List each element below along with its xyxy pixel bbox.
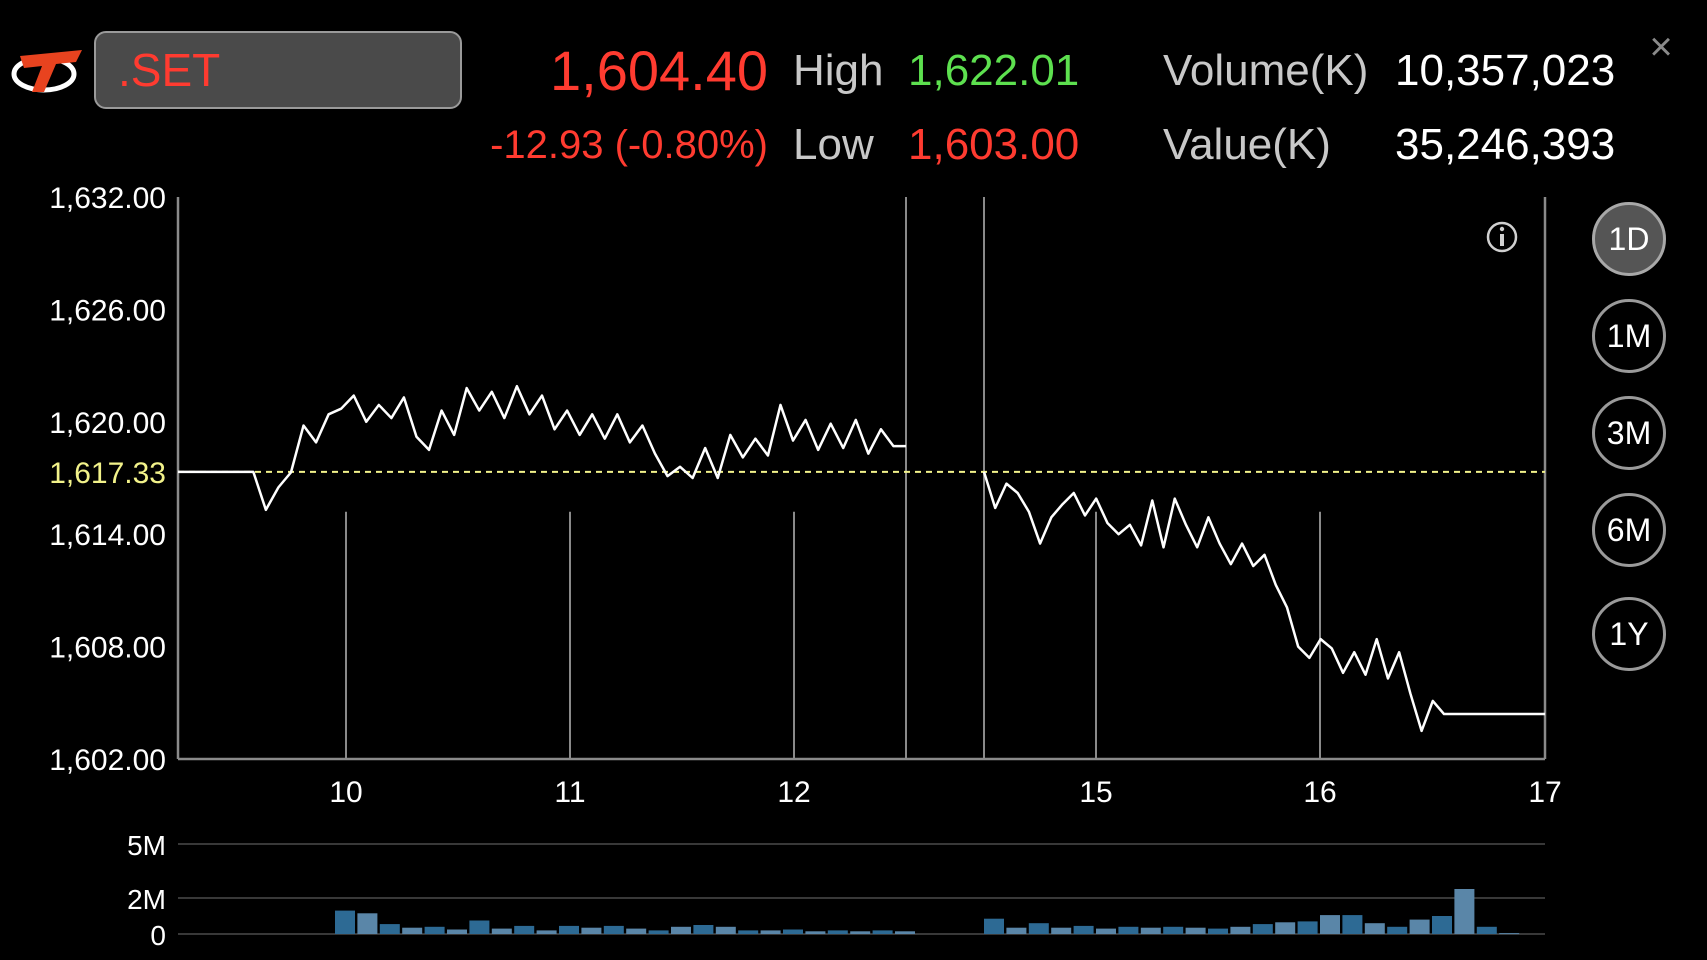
price-change: -12.93 (-0.80%) xyxy=(490,123,768,167)
value-value: 35,246,393 xyxy=(1395,120,1616,169)
price-chart-y-axis: 1,632.00 1,626.00 1,620.00 1,614.00 1,608.00… xyxy=(49,182,166,777)
volume-bar xyxy=(827,930,848,934)
y-tick-label: 1,614.00 xyxy=(49,519,166,552)
volume-y-tick-label: 0 xyxy=(150,920,166,951)
volume-bar xyxy=(1140,927,1161,934)
volume-bar xyxy=(335,910,355,934)
y-tick-label: 1,620.00 xyxy=(49,407,166,440)
low-label: Low xyxy=(793,120,874,169)
volume-y-tick-label: 5M xyxy=(127,830,166,861)
volume-bar xyxy=(738,930,759,934)
volume-bar xyxy=(514,925,535,934)
low-value: 1,603.00 xyxy=(908,120,1080,169)
volume-bar xyxy=(1364,923,1385,934)
volume-bar xyxy=(1073,925,1094,934)
high-value: 1,622.01 xyxy=(908,46,1080,95)
volume-bar xyxy=(648,930,669,934)
volume-y-tick-label: 2M xyxy=(127,884,166,915)
y-tick-label: 1,602.00 xyxy=(49,744,166,777)
volume-bar xyxy=(424,926,445,934)
volume-bar xyxy=(491,928,512,934)
volume-bar xyxy=(1499,933,1520,935)
volume-bar xyxy=(1230,926,1251,934)
volume-bar xyxy=(626,928,647,934)
x-tick-label: 17 xyxy=(1528,776,1561,809)
y-tick-label: 1,632.00 xyxy=(49,182,166,215)
volume-bar xyxy=(1409,919,1430,934)
period-3m-button[interactable]: 3M xyxy=(1592,396,1666,470)
x-tick-label: 11 xyxy=(554,776,585,809)
volume-bar xyxy=(536,930,557,934)
volume-bar xyxy=(850,931,871,934)
price-chart-series xyxy=(178,384,1545,733)
volume-bar xyxy=(402,927,423,934)
volume-bar xyxy=(469,920,490,934)
volume-bar xyxy=(1096,928,1116,934)
volume-bar xyxy=(715,926,736,934)
volume-bar xyxy=(1185,927,1206,934)
period-1d-button[interactable]: 1D xyxy=(1592,202,1666,276)
period-1y-button[interactable]: 1Y xyxy=(1592,597,1666,671)
volume-bar xyxy=(1454,889,1475,934)
y-tick-label: 1,626.00 xyxy=(49,294,166,327)
volume-bar xyxy=(1320,915,1340,934)
price-line-session-1 xyxy=(178,384,906,512)
volume-bar xyxy=(1342,915,1363,934)
y-tick-label: 1,608.00 xyxy=(49,632,166,665)
volume-bar xyxy=(447,929,467,934)
period-6m-button[interactable]: 6M xyxy=(1592,493,1666,567)
volume-bar xyxy=(895,931,915,934)
volume-value: 10,357,023 xyxy=(1395,46,1616,95)
symbol-input[interactable]: .SET xyxy=(94,31,462,109)
close-icon[interactable]: × xyxy=(1649,25,1673,69)
period-1m-button[interactable]: 1M xyxy=(1592,299,1666,373)
volume-bar xyxy=(783,929,803,934)
volume-bar xyxy=(1476,926,1497,934)
volume-bar xyxy=(379,924,400,934)
volume-bar xyxy=(760,930,781,934)
volume-bar xyxy=(559,925,579,934)
brand-t-logo xyxy=(11,50,82,93)
volume-bar xyxy=(1208,928,1228,934)
volume-bar xyxy=(671,926,691,934)
volume-chart: 0 2M 5M xyxy=(127,830,1545,951)
volume-bar xyxy=(1275,922,1296,934)
x-tick-label: 16 xyxy=(1303,776,1336,809)
x-tick-label: 15 xyxy=(1079,776,1112,809)
volume-bar xyxy=(603,925,624,934)
volume-bar xyxy=(872,930,893,934)
volume-bar xyxy=(1432,916,1452,934)
volume-bar xyxy=(805,931,826,934)
volume-bar xyxy=(1163,926,1184,934)
reference-price-label: 1,617.33 xyxy=(49,457,166,490)
x-tick-label: 12 xyxy=(777,776,810,809)
volume-bar xyxy=(693,925,714,934)
volume-bar xyxy=(1252,924,1273,934)
last-price: 1,604.40 xyxy=(550,39,768,102)
volume-bar xyxy=(1051,927,1072,934)
volume-bar xyxy=(1006,927,1027,934)
volume-bar xyxy=(1297,921,1318,934)
volume-bar xyxy=(1118,926,1139,934)
volume-bar xyxy=(581,927,602,934)
volume-bar xyxy=(357,913,378,934)
price-chart-grid xyxy=(176,197,1547,761)
x-tick-label: 10 xyxy=(329,776,362,809)
high-label: High xyxy=(793,46,884,95)
volume-bar xyxy=(1387,926,1408,934)
price-line-session-2 xyxy=(982,471,1545,733)
volume-bar xyxy=(984,918,1004,934)
info-icon[interactable] xyxy=(1486,221,1518,253)
value-label: Value(K) xyxy=(1163,120,1331,169)
volume-bar xyxy=(1028,923,1049,934)
price-chart-x-axis: 10 11 12 15 16 17 xyxy=(329,776,1561,809)
volume-label: Volume(K) xyxy=(1163,46,1369,95)
